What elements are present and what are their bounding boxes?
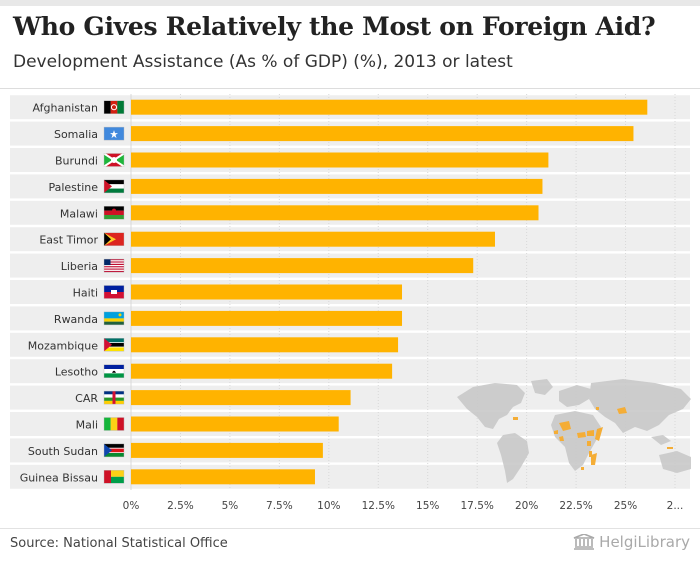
map-south-america <box>497 433 529 483</box>
map-hl-car <box>577 432 586 438</box>
brand-logo[interactable]: HelgiLibrary <box>573 533 690 551</box>
x-tick-label: 22.5% <box>559 500 592 512</box>
flag-south-sudan-icon <box>103 443 125 458</box>
header-divider <box>0 88 700 89</box>
x-tick-label: 0% <box>123 500 140 512</box>
x-tick-label: 12.5% <box>362 500 395 512</box>
bar-palestine[interactable] <box>131 178 543 194</box>
x-tick-label: 20% <box>515 500 538 512</box>
flag-afghanistan-icon <box>103 100 125 114</box>
map-hl-lesotho <box>581 467 584 470</box>
category-label: Palestine <box>48 181 98 194</box>
flag-mali-icon <box>103 417 125 431</box>
world-map-icon <box>457 379 691 483</box>
map-australia <box>659 451 691 473</box>
map-southeast-asia <box>651 435 671 445</box>
map-hl-mozambique <box>591 453 597 465</box>
x-tick-label: 15% <box>416 500 439 512</box>
bar-rwanda[interactable] <box>131 310 403 326</box>
x-tick-label: 25% <box>614 500 637 512</box>
bar-burundi[interactable] <box>131 152 549 168</box>
map-hl-rwanda-burundi <box>587 441 591 446</box>
bars <box>131 99 648 485</box>
bar-somalia[interactable] <box>131 126 634 142</box>
bar-liberia[interactable] <box>131 258 474 274</box>
map-hl-palestine <box>596 407 599 410</box>
x-tick-label: 2... <box>667 500 684 512</box>
category-label: CAR <box>75 392 98 405</box>
map-hl-somalia <box>595 427 603 441</box>
source-note: Source: National Statistical Office <box>10 536 228 551</box>
flag-palestine-icon <box>103 179 125 194</box>
chart-subtitle: Development Assistance (As % of GDP) (%)… <box>13 52 513 72</box>
map-hl-haiti <box>513 417 518 420</box>
category-label: Guinea Bissau <box>20 471 98 484</box>
category-label: South Sudan <box>28 445 98 458</box>
bar-guinea-bissau[interactable] <box>131 469 315 485</box>
flag-haiti-icon <box>103 285 125 299</box>
chart-title: Who Gives Relatively the Most on Foreign… <box>13 12 656 41</box>
map-greenland <box>531 379 553 395</box>
category-label: East Timor <box>39 234 98 247</box>
category-label: Lesotho <box>55 366 98 379</box>
flag-east-timor-icon <box>103 232 125 246</box>
bar-car[interactable] <box>131 390 351 406</box>
flag-malawi-icon <box>103 206 125 220</box>
x-axis-ticks: 0% 2.5% 5% 7.5% 10% 12.5% 15% 17.5% 20% 22.5% 25% 2… <box>123 500 684 512</box>
bar-lesotho[interactable] <box>131 363 393 379</box>
category-labels: Afghanistan Somalia Burundi Palestine Malawi… <box>20 102 99 485</box>
flag-burundi-icon <box>103 152 125 168</box>
x-tick-label: 7.5% <box>266 500 293 512</box>
x-tick-label: 2.5% <box>167 500 194 512</box>
map-hl-guinea-bissau <box>554 430 558 434</box>
category-label: Mali <box>76 419 98 432</box>
bar-afghanistan[interactable] <box>131 99 648 115</box>
flag-rwanda-icon <box>103 311 125 326</box>
x-tick-label: 17.5% <box>461 500 494 512</box>
footer-divider <box>0 528 700 529</box>
flag-lesotho-icon <box>103 364 125 378</box>
flag-guinea-bissau-icon <box>103 470 125 484</box>
flag-somalia-icon <box>103 126 125 141</box>
map-hl-south-sudan <box>587 430 594 436</box>
category-label: Rwanda <box>54 313 98 326</box>
flags <box>103 100 125 484</box>
bar-east-timor[interactable] <box>131 231 495 247</box>
map-hl-afghanistan <box>617 407 627 414</box>
bar-chart: Afghanistan Somalia Burundi Palestine Malawi… <box>10 94 691 512</box>
map-north-america <box>457 383 525 429</box>
bar-malawi[interactable] <box>131 205 539 221</box>
map-highlighted-countries <box>513 407 673 470</box>
category-label: Burundi <box>55 155 98 168</box>
bar-south-sudan[interactable] <box>131 442 323 458</box>
flag-mozambique-icon <box>103 338 125 352</box>
category-label: Liberia <box>61 260 98 273</box>
bar-mali[interactable] <box>131 416 339 432</box>
flag-liberia-icon <box>103 258 125 273</box>
map-hl-liberia <box>559 436 564 441</box>
map-hl-east-timor <box>667 447 673 449</box>
library-building-icon <box>573 534 595 550</box>
x-tick-label: 10% <box>317 500 340 512</box>
category-label: Malawi <box>60 207 98 220</box>
category-label: Haiti <box>73 287 98 300</box>
category-label: Afghanistan <box>33 102 99 115</box>
category-label: Mozambique <box>28 339 98 352</box>
category-label: Somalia <box>54 128 98 141</box>
bar-mozambique[interactable] <box>131 337 399 353</box>
x-tick-label: 5% <box>222 500 239 512</box>
brand-name: HelgiLibrary <box>599 533 690 551</box>
map-europe <box>559 385 591 407</box>
map-asia <box>589 379 691 433</box>
bar-haiti[interactable] <box>131 284 403 300</box>
flag-car-icon <box>103 390 125 405</box>
top-strip <box>0 0 700 6</box>
map-hl-mali <box>559 421 571 431</box>
